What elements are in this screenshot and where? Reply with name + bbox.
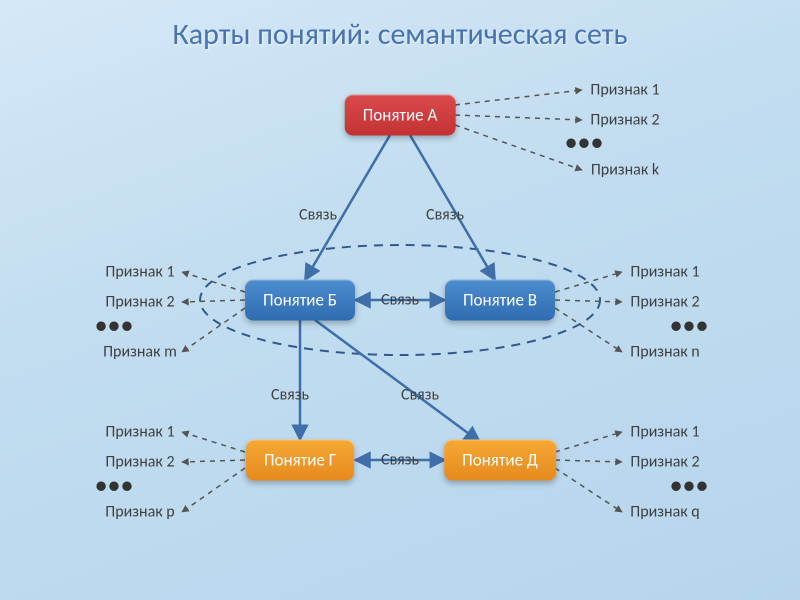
attr-G-2: Признак p (105, 503, 174, 522)
attr-V-1: Признак 2 (630, 293, 699, 312)
attr-V-0: Признак 1 (630, 263, 699, 282)
attr-conn (182, 272, 245, 292)
node-G: Понятие Г (246, 440, 354, 481)
attr-G-dots: ••• (96, 472, 135, 499)
link-label-BV: Связь (381, 291, 419, 310)
node-A: Понятие А (345, 95, 456, 136)
attr-V-2: Признак n (630, 343, 699, 362)
attr-B-2: Признак m (103, 343, 177, 362)
attr-conn (455, 90, 582, 105)
diagram-title: Карты понятий: семантическая сеть (0, 16, 800, 53)
link-label-BD: Связь (401, 386, 439, 405)
attr-B-dots: ••• (96, 312, 135, 339)
attr-D-0: Признак 1 (630, 423, 699, 442)
attr-conn (555, 468, 622, 512)
attr-conn (182, 468, 245, 512)
attr-D-1: Признак 2 (630, 453, 699, 472)
attr-conn (182, 432, 245, 452)
edge-B-D (315, 320, 480, 442)
attr-A-1: Признак 2 (590, 111, 659, 130)
attr-D-2: Признак q (630, 503, 699, 522)
attr-conn (555, 308, 622, 352)
node-B: Понятие Б (245, 280, 355, 321)
link-label-GD: Связь (381, 451, 419, 470)
attr-conn (555, 460, 622, 462)
attr-G-1: Признак 2 (105, 453, 174, 472)
node-D: Понятие Д (444, 440, 556, 481)
attr-conn (555, 300, 622, 302)
attr-conn (455, 125, 582, 170)
attr-A-dots: ••• (566, 129, 605, 156)
attr-conn (455, 115, 582, 120)
attr-conn (182, 308, 245, 352)
attr-conn (182, 300, 245, 302)
attr-A-0: Признак 1 (590, 81, 659, 100)
attr-D-dots: ••• (671, 472, 710, 499)
attr-G-0: Признак 1 (105, 423, 174, 442)
attr-B-1: Признак 2 (105, 293, 174, 312)
attr-conn (182, 460, 245, 462)
attr-B-0: Признак 1 (105, 263, 174, 282)
link-label-BG: Связь (271, 386, 309, 405)
attr-conn (555, 432, 622, 452)
node-V: Понятие В (445, 280, 555, 321)
attr-conn (555, 272, 622, 292)
attr-V-dots: ••• (671, 312, 710, 339)
link-label-AV: Связь (426, 206, 464, 225)
diagram-stage: Карты понятий: семантическая сеть (0, 0, 800, 600)
link-label-AB: Связь (299, 206, 337, 225)
attr-A-2: Признак k (591, 161, 659, 180)
